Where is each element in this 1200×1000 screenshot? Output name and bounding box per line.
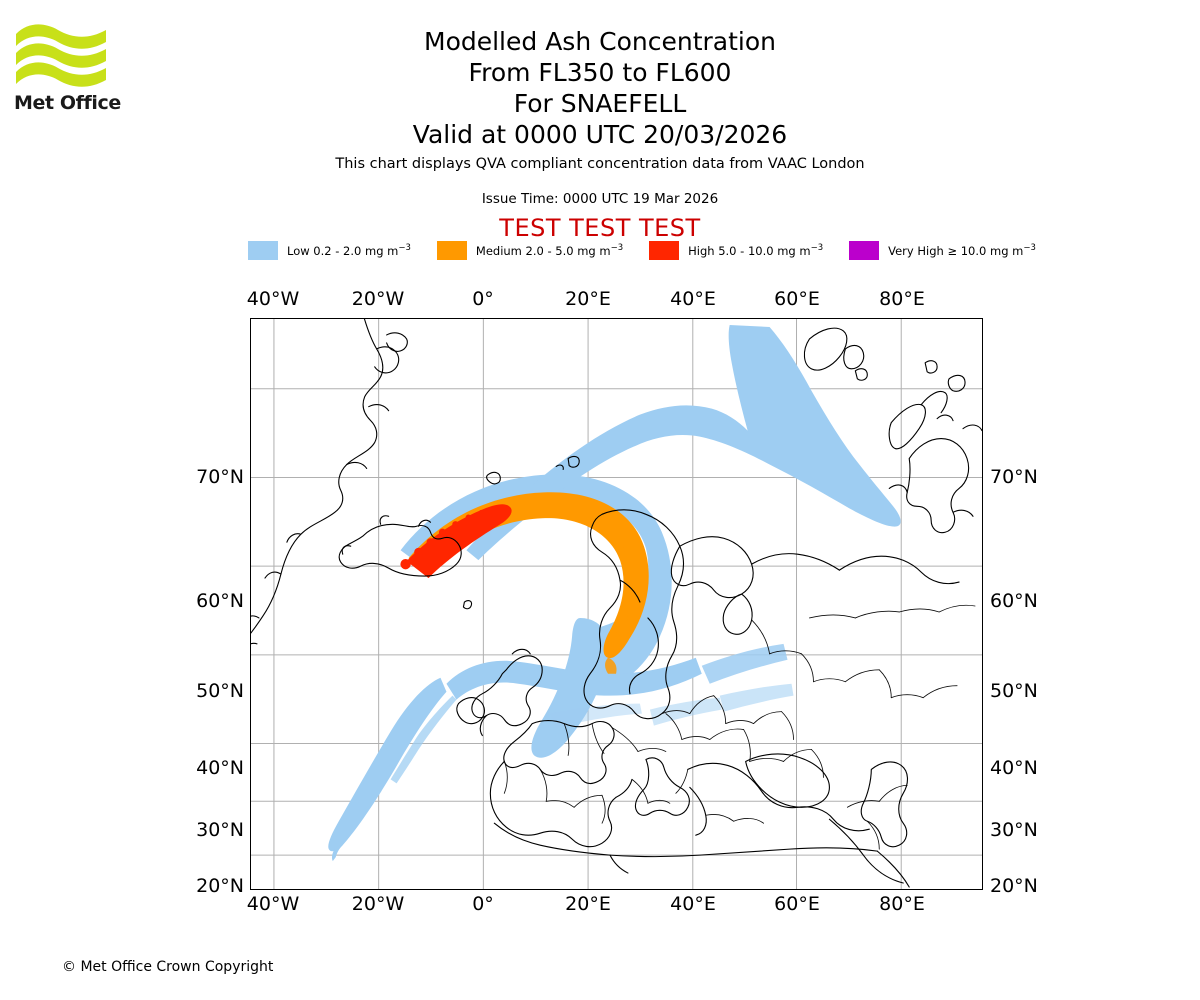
lon-tick-top-80e: 80°E	[879, 288, 925, 310]
issue-time: Issue Time: 0000 UTC 19 Mar 2026	[481, 191, 719, 207]
lat-tick-right-70n: 70°N	[990, 466, 1038, 488]
copyright-notice: © Met Office Crown Copyright	[62, 959, 274, 975]
title-volcano: For SNAEFELL	[513, 89, 687, 118]
title-flight-levels: From FL350 to FL600	[468, 58, 732, 87]
lat-tick-left-70n: 70°N	[196, 466, 244, 488]
legend-swatch-low	[248, 240, 278, 260]
lon-tick-top-40w: 40°W	[246, 288, 300, 310]
legend-entry-medium: Medium 2.0 - 5.0 mg m−3	[436, 240, 624, 260]
legend-label-high: High 5.0 - 10.0 mg m−3	[688, 242, 824, 258]
map-plot-frame	[250, 318, 983, 890]
ash-plume-high-layer	[400, 504, 512, 579]
qva-note: This chart displays QVA compliant concen…	[335, 156, 865, 172]
test-banner: TEST TEST TEST	[499, 214, 701, 242]
lon-tick-top-60e: 60°E	[774, 288, 820, 310]
lat-tick-right-20n: 20°N	[990, 875, 1038, 897]
legend-swatch-very-high	[849, 240, 880, 260]
legend-entry-high: High 5.0 - 10.0 mg m−3	[649, 240, 824, 260]
map-canvas	[251, 319, 982, 889]
lon-tick-bottom-80e: 80°E	[879, 893, 925, 915]
lat-tick-left-40n: 40°N	[196, 757, 244, 779]
ash-concentration-map[interactable]	[250, 318, 983, 890]
lat-tick-right-60n: 60°N	[990, 590, 1038, 612]
lon-tick-top-20w: 20°W	[351, 288, 405, 310]
lon-tick-bottom-40e: 40°E	[670, 893, 716, 915]
legend-entry-very-high: Very High ≥ 10.0 mg m−3	[849, 240, 1036, 260]
lat-tick-left-60n: 60°N	[196, 590, 244, 612]
lon-tick-bottom-0: 0°	[472, 893, 494, 915]
met-office-logo-text: Met Office	[14, 92, 121, 114]
legend-label-medium: Medium 2.0 - 5.0 mg m−3	[475, 242, 624, 258]
lon-tick-top-20e: 20°E	[565, 288, 611, 310]
lat-tick-right-30n: 30°N	[990, 819, 1038, 841]
legend-entry-low: Low 0.2 - 2.0 mg m−3	[248, 240, 411, 260]
lat-tick-left-20n: 20°N	[196, 875, 244, 897]
lon-tick-top-0: 0°	[472, 288, 494, 310]
title-valid-time: Valid at 0000 UTC 20/03/2026	[412, 120, 788, 149]
met-office-logo: Met Office	[14, 20, 134, 115]
lon-tick-bottom-60e: 60°E	[774, 893, 820, 915]
legend-label-very-high: Very High ≥ 10.0 mg m−3	[888, 242, 1036, 258]
lat-tick-right-50n: 50°N	[990, 680, 1038, 702]
map-coastlines	[251, 319, 982, 888]
lon-tick-bottom-20w: 20°W	[351, 893, 405, 915]
lat-tick-left-30n: 30°N	[196, 819, 244, 841]
legend-swatch-medium	[436, 240, 467, 260]
ash-plume-low-layer	[328, 324, 901, 862]
legend-swatch-high	[649, 240, 680, 260]
lon-tick-bottom-20e: 20°E	[565, 893, 611, 915]
lat-tick-right-40n: 40°N	[990, 757, 1038, 779]
concentration-legend: Low 0.2 - 2.0 mg m−3 Medium 2.0 - 5.0 mg…	[248, 239, 1036, 261]
chart-title-block: Modelled Ash Concentration From FL350 to…	[0, 26, 1200, 150]
met-office-waves-icon	[16, 24, 106, 87]
page-title: Modelled Ash Concentration	[424, 27, 776, 56]
lon-tick-top-40e: 40°E	[670, 288, 716, 310]
lat-tick-left-50n: 50°N	[196, 680, 244, 702]
legend-label-low: Low 0.2 - 2.0 mg m−3	[287, 242, 411, 258]
lon-tick-bottom-40w: 40°W	[246, 893, 300, 915]
